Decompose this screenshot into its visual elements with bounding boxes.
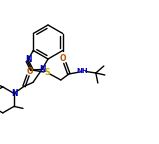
Text: N: N bbox=[39, 65, 45, 74]
Text: O: O bbox=[27, 67, 33, 76]
Text: S: S bbox=[44, 69, 49, 77]
Text: NH: NH bbox=[76, 68, 88, 74]
Text: N: N bbox=[25, 55, 31, 64]
Text: N: N bbox=[11, 89, 17, 98]
Text: O: O bbox=[60, 54, 66, 64]
